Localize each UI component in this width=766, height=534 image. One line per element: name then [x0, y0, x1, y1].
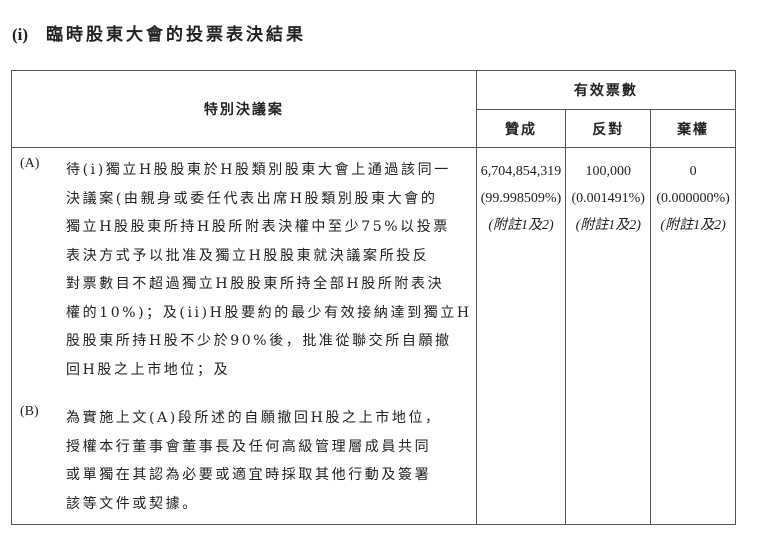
votes-against: 100,000 (0.001491%) (附註1及2): [565, 147, 652, 525]
votes-for: 6,704,854,319 (99.998509%) (附註1及2): [475, 147, 567, 525]
votes-abstain: 0 (0.000000%) (附註1及2): [650, 147, 736, 525]
resolution-text-line: 授權本行董事會董事長及任何高級管理層成員共同: [66, 438, 432, 455]
header-resolution: 特別決議案: [11, 70, 477, 148]
resolution-text-line: 回H股之上市地位；及: [66, 361, 231, 378]
header-for: 贊成: [475, 109, 567, 148]
header-valid-votes: 有效票數: [475, 70, 737, 110]
header-abstain: 棄權: [650, 109, 736, 148]
resolution-text-line: 決議案(由親身或委任代表出席H股類別股東大會的: [66, 190, 438, 207]
resolution-text-line: 權的10%)；及(ii)H股要約的最少有效接納達到獨立H: [66, 304, 472, 321]
resolution-text-line: 或單獨在其認為必要或適宜時採取其他行動及簽署: [66, 467, 432, 483]
resolution-text-line: 待(i)獨立H股股東於H股類別股東大會上通過該同一: [66, 162, 451, 178]
resolution-text-line: 股股東所持H股不少於90%後，批准從聯交所自願撤: [66, 333, 452, 349]
voting-results-table: 特別決議案 有效票數 贊成 反對 棄權 (A) 待(i)獨立H股股東於H股類別股…: [11, 70, 737, 525]
resolution-b: (B) 為實施上文(A)段所述的自願撤回H股之上市地位， 授權本行董事會董事長及任…: [12, 384, 476, 518]
resolution-text-line: 該等文件或契據。: [66, 495, 199, 512]
table-row: (A) 待(i)獨立H股股東於H股類別股東大會上通過該同一 決議案(由親身或委任代…: [11, 147, 736, 525]
resolution-a: (A) 待(i)獨立H股股東於H股類別股東大會上通過該同一 決議案(由親身或委任代…: [12, 148, 476, 384]
resolution-text-line: 對票數目不超過獨立H股股東所持全部H股所附表決: [66, 276, 445, 292]
resolution-text-line: 為實施上文(A)段所述的自願撤回H股之上市地位，: [66, 410, 442, 426]
resolution-text-line: 獨立H股股東所持H股所附表決權中至少75%以投票: [66, 219, 450, 235]
header-against: 反對: [565, 109, 652, 148]
section-title: (i) 臨時股東大會的投票表決結果: [12, 25, 307, 45]
resolution-text-line: 表決方式予以批准及獨立H股股東就決議案所投反: [66, 247, 430, 264]
